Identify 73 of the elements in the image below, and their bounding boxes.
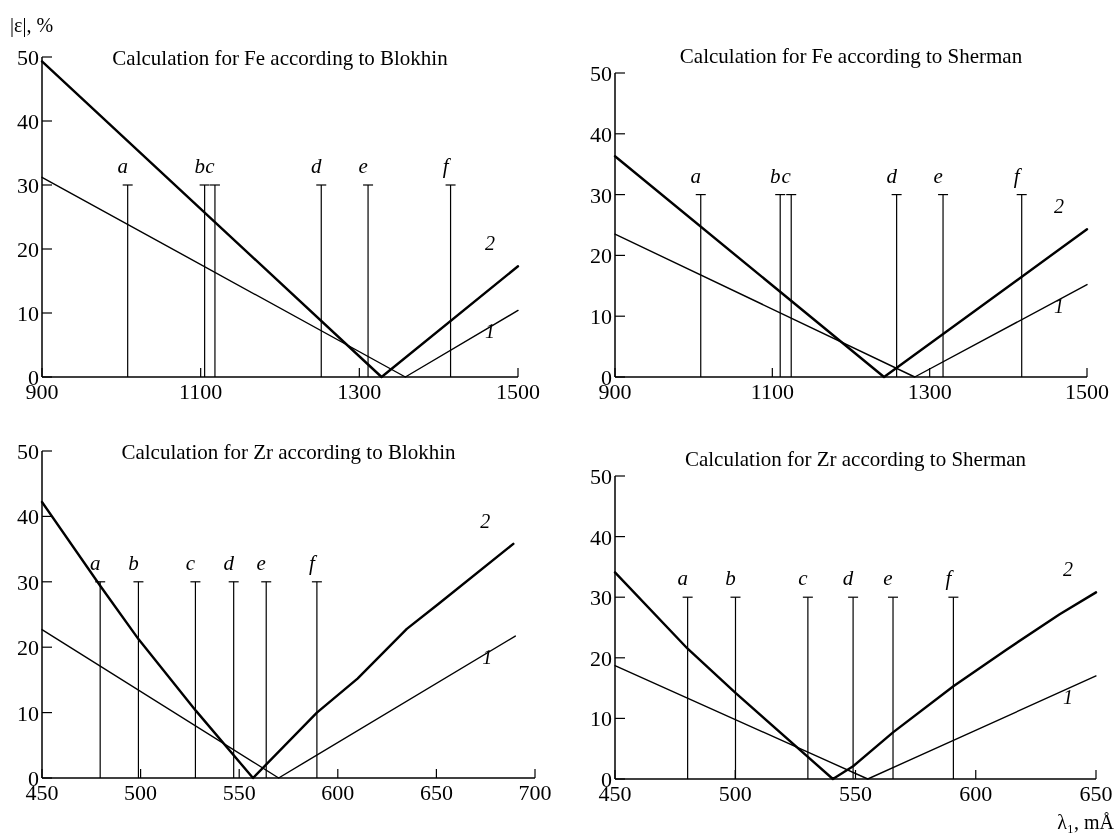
y-tick-label: 50 — [590, 464, 612, 489]
ref-line-label: f — [1013, 163, 1023, 188]
x-tick-label: 550 — [222, 780, 256, 805]
y-tick-label: 50 — [17, 45, 39, 70]
series-label: 1 — [485, 320, 495, 343]
chart-title: Calculation for Zr according to Sherman — [684, 447, 1027, 471]
ref-line-label: a — [677, 566, 688, 591]
x-tick-label: 500 — [718, 781, 752, 806]
ref-line-label: b — [194, 154, 205, 178]
ref-line-label: d — [886, 163, 898, 188]
y-tick-label: 40 — [17, 109, 39, 134]
x-tick-label: 700 — [518, 780, 552, 805]
series-label: 1 — [1054, 294, 1064, 317]
y-tick-label: 30 — [17, 569, 39, 595]
y-tick-label: 20 — [17, 237, 39, 262]
ref-line-label: f — [945, 566, 955, 591]
x-tick-label: 650 — [419, 780, 453, 805]
ref-line-label: d — [311, 154, 322, 178]
ref-line-label: e — [256, 550, 266, 575]
ref-line-label: a — [117, 154, 128, 178]
ref-line-label: c — [798, 566, 809, 591]
x-tick-label: 600 — [959, 781, 993, 806]
ref-line-label: f — [308, 550, 318, 575]
x-tick-label: 1300 — [907, 379, 952, 404]
y-tick-label: 50 — [590, 61, 612, 86]
y-tick-label: 50 — [17, 439, 39, 464]
series-label: 2 — [480, 509, 491, 532]
x-tick-label: 550 — [839, 781, 872, 806]
chart-title: Calculation for Fe according to Sherman — [679, 44, 1023, 68]
x-tick-label: 1100 — [750, 379, 794, 404]
y-tick-label: 10 — [17, 301, 39, 326]
chart-title: Calculation for Fe according to Blokhin — [112, 46, 449, 70]
y-tick-label: 40 — [590, 524, 612, 550]
x-tick-label: 650 — [1079, 781, 1113, 806]
series-label: 2 — [1063, 558, 1073, 581]
ref-line-label: b — [725, 566, 736, 591]
x-axis-title: λ₁, mÅ — [1057, 811, 1115, 833]
series-label: 1 — [482, 646, 493, 669]
x-tick-label: 1500 — [1065, 379, 1109, 404]
y-axis-title: |ε|, % — [10, 14, 54, 37]
y-tick-label: 20 — [590, 645, 612, 671]
ref-line-label: f — [442, 154, 452, 178]
legend-label: 2 — [1054, 195, 1064, 218]
x-tick-label: 600 — [321, 780, 355, 805]
ref-line-label: e — [933, 163, 943, 188]
y-tick-label: 40 — [17, 504, 39, 530]
y-tick-label: 10 — [17, 700, 39, 726]
x-tick-label: 1100 — [179, 379, 223, 404]
y-tick-label: 30 — [590, 182, 612, 208]
ref-line-label: a — [89, 550, 101, 575]
ref-line-label: e — [883, 566, 893, 591]
y-tick-label: 30 — [17, 173, 39, 198]
y-tick-label: 40 — [590, 121, 612, 147]
series-label: 1 — [1063, 685, 1073, 708]
y-tick-label: 20 — [17, 635, 39, 661]
ref-line-label: a — [690, 163, 701, 188]
x-tick-label: 1300 — [337, 379, 382, 404]
ref-line-label: b — [769, 163, 781, 188]
ref-line-label: d — [223, 550, 235, 575]
x-tick-label: 1500 — [496, 379, 540, 404]
x-tick-label: 500 — [124, 780, 158, 805]
y-tick-label: 10 — [590, 706, 612, 732]
chart-title: Calculation for Zr according to Blokhin — [121, 440, 457, 464]
ref-line-label: c — [205, 154, 216, 178]
y-tick-label: 20 — [590, 243, 612, 269]
y-tick-label: 30 — [590, 585, 612, 611]
series-label: 2 — [485, 232, 495, 255]
ref-line-label: c — [185, 550, 196, 575]
ref-line-label: d — [842, 566, 854, 591]
ref-line-label: b — [128, 550, 139, 575]
ref-line-label: c — [781, 163, 792, 188]
ref-line-label: e — [358, 154, 368, 178]
y-tick-label: 10 — [590, 304, 612, 330]
